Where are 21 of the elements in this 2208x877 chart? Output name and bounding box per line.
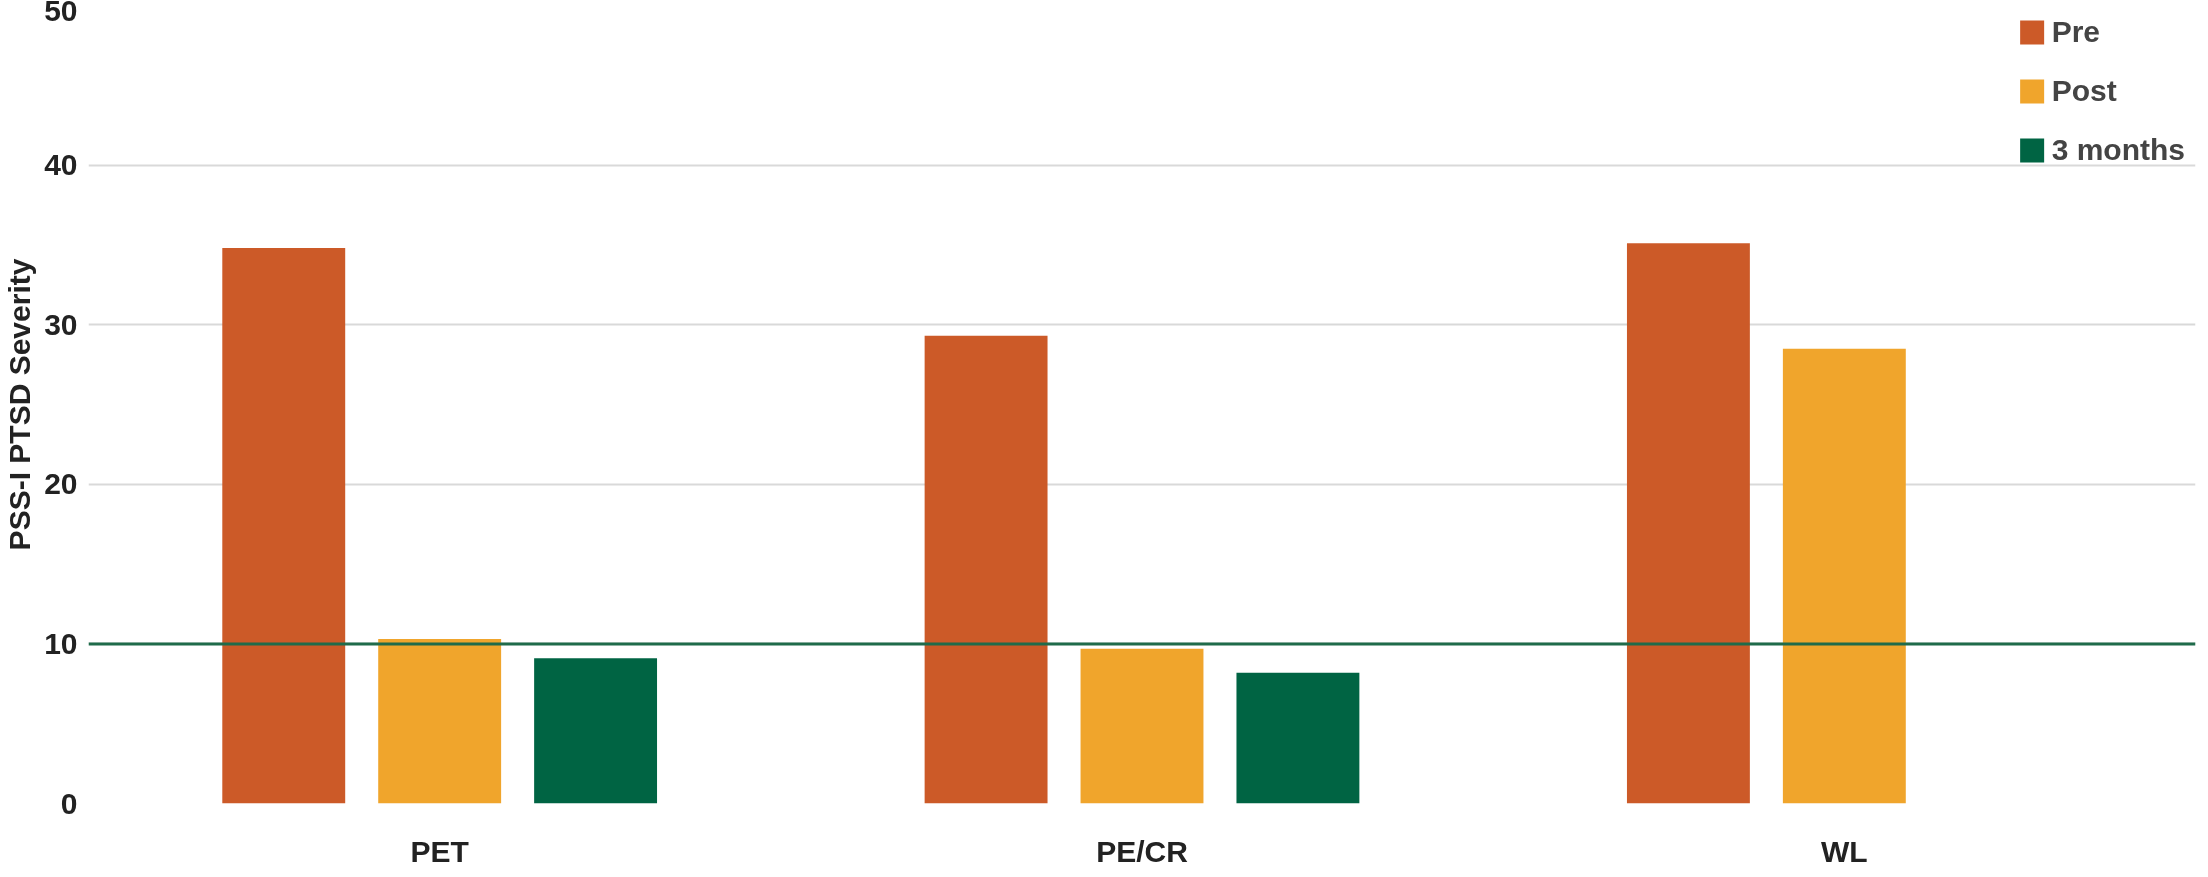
legend-label: Post: [2051, 74, 2117, 108]
y-axis-title: PSS-I PTSD Severity: [3, 258, 37, 551]
x-tick-label: PET: [410, 834, 469, 868]
bar: [1626, 243, 1750, 804]
bar: [1080, 648, 1204, 804]
x-tick-label: WL: [1821, 834, 1868, 868]
bar: [924, 335, 1048, 804]
bar: [222, 248, 346, 804]
y-tick-label: 30: [44, 307, 78, 341]
bar: [1236, 672, 1360, 804]
bar: [1782, 348, 1906, 804]
bar: [534, 658, 658, 804]
y-tick-label: 10: [44, 626, 78, 660]
y-tick-label: 50: [44, 0, 78, 27]
legend-label: 3 months: [2051, 133, 2185, 167]
x-tick-label: PE/CR: [1096, 834, 1189, 868]
bar: [378, 639, 502, 804]
y-tick-label: 40: [44, 148, 78, 182]
y-tick-label: 0: [60, 786, 78, 820]
y-tick-label: 20: [44, 467, 78, 501]
legend-label: Pre: [2051, 15, 2101, 49]
